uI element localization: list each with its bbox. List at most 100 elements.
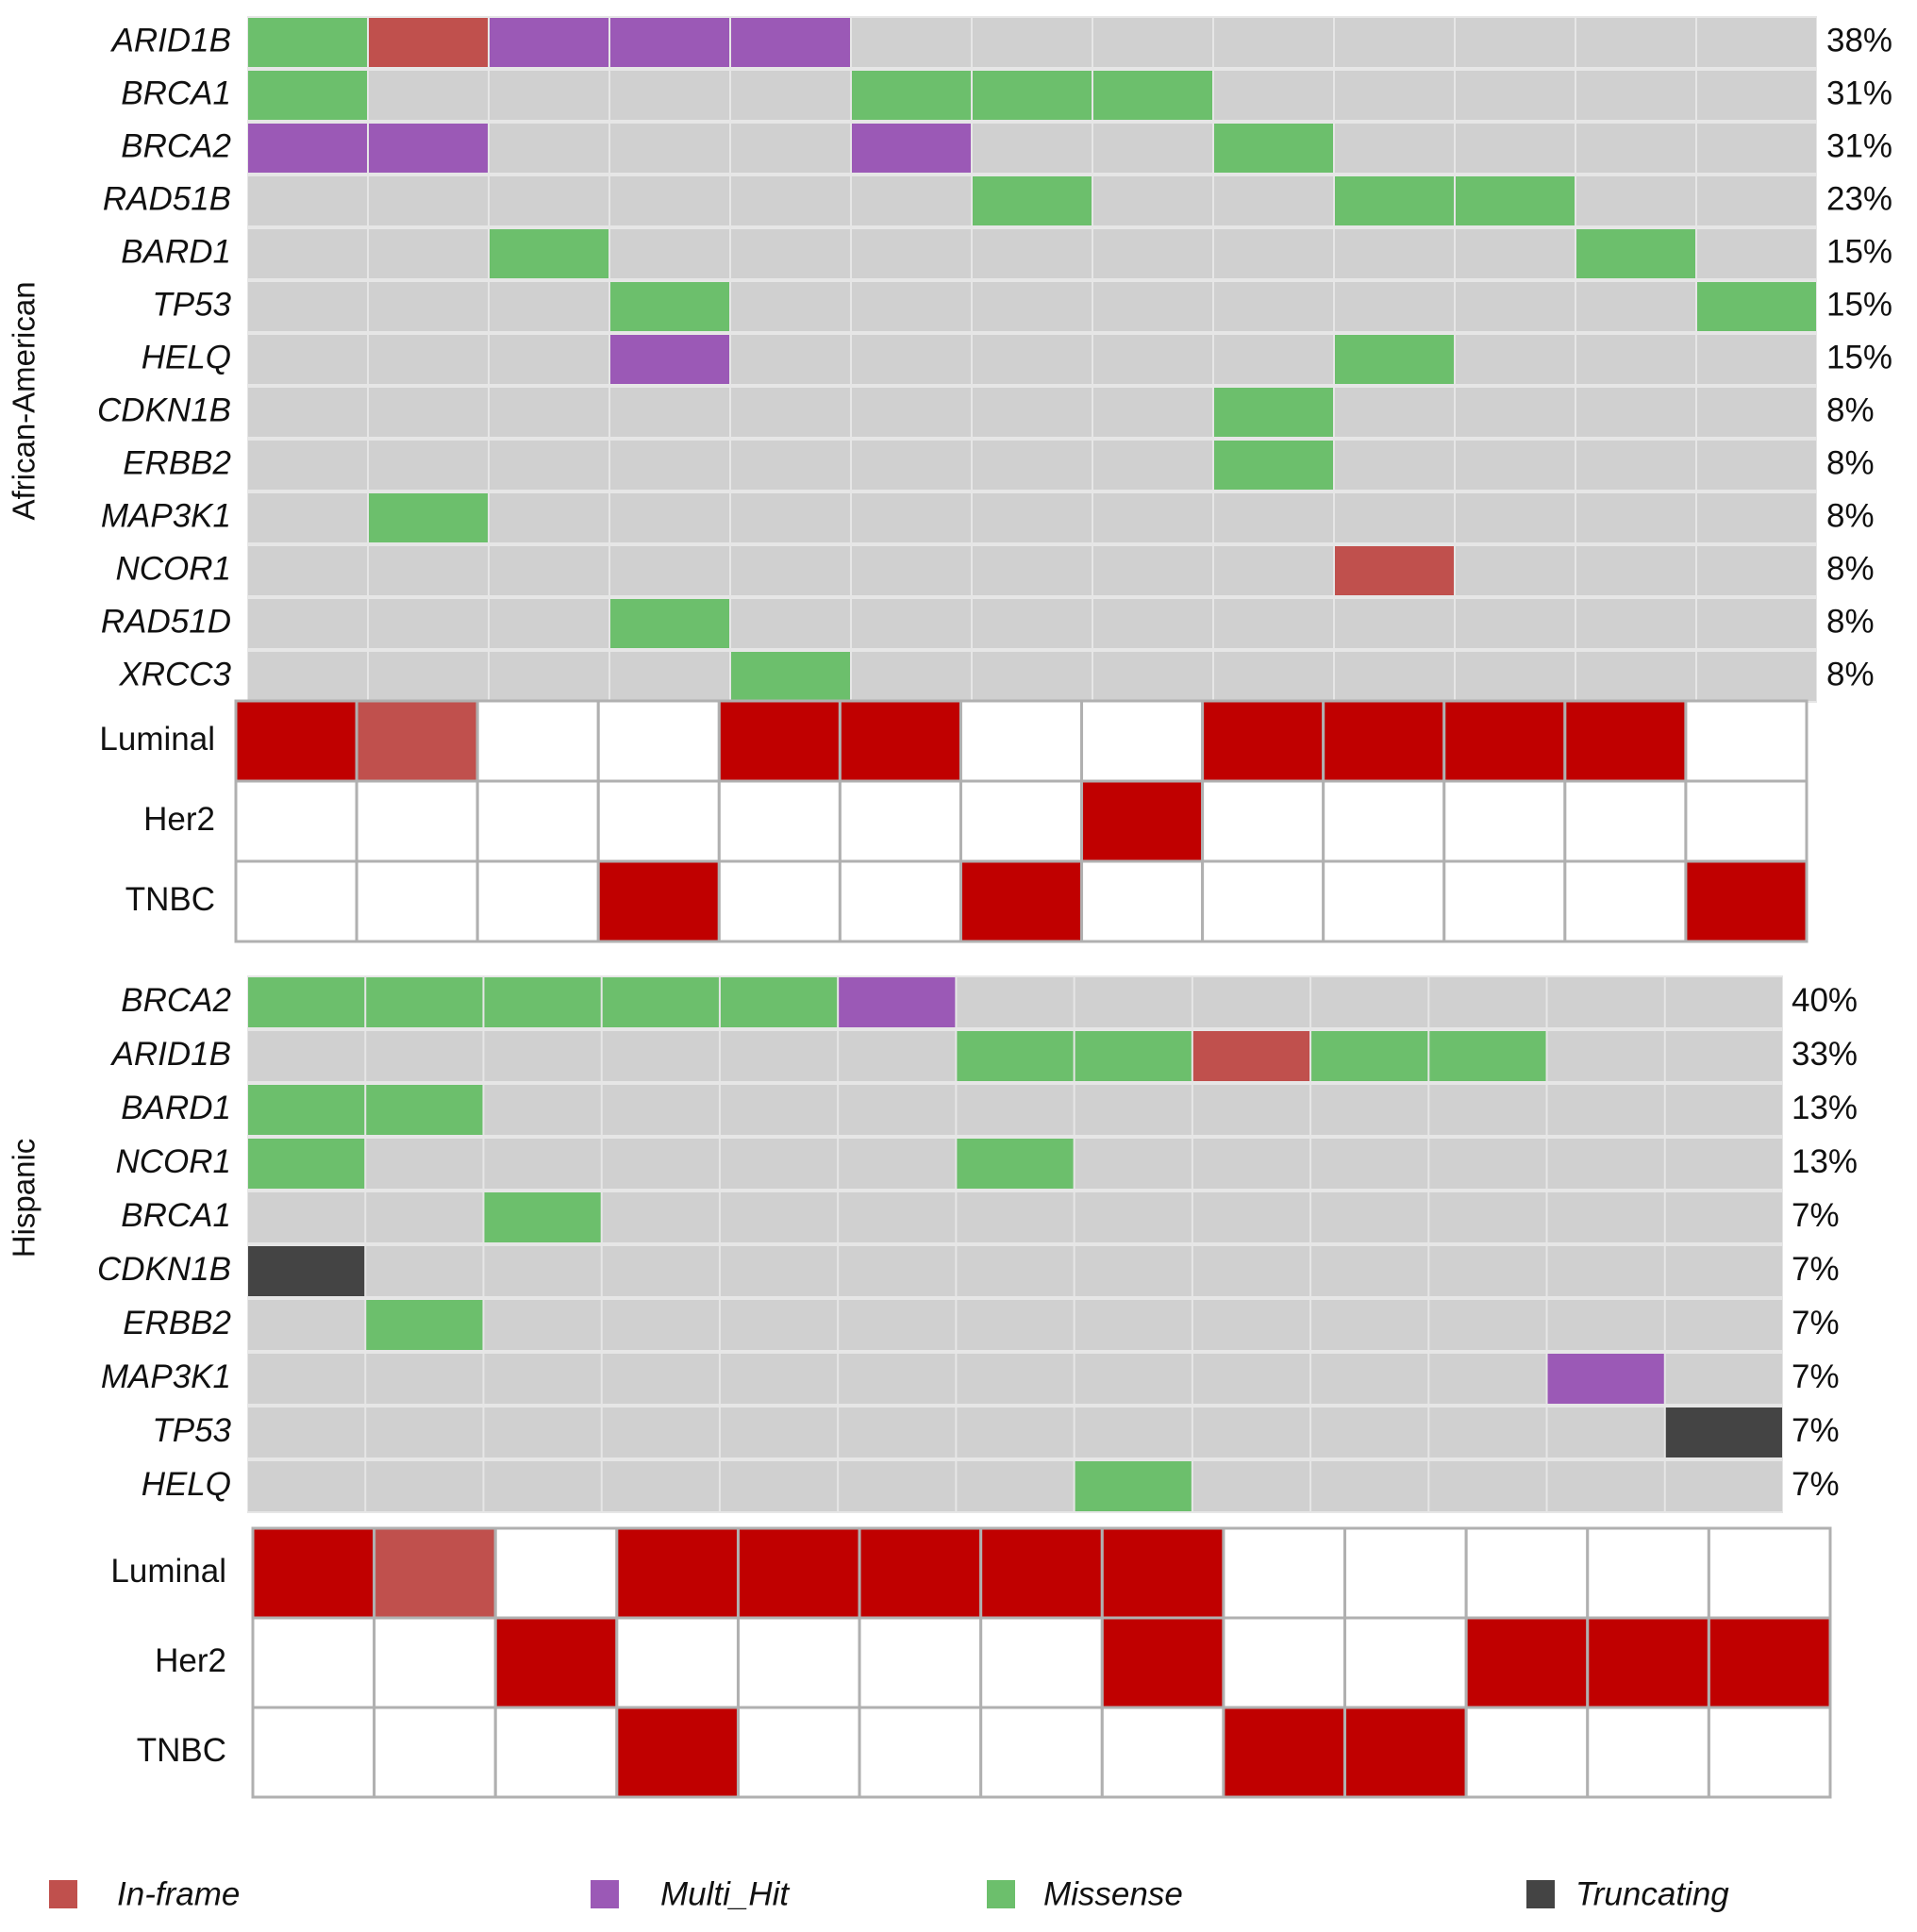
subtype-cell-filled <box>1464 1616 1590 1709</box>
percent-label: 15% <box>1826 339 1892 375</box>
empty-cell <box>852 546 971 595</box>
empty-cell <box>1456 652 1575 701</box>
subtype-cell-empty <box>717 859 842 943</box>
subtype-cell-filled <box>1684 859 1809 943</box>
empty-cell <box>602 1246 719 1296</box>
empty-cell <box>1093 599 1212 648</box>
empty-cell <box>720 1354 838 1404</box>
subtype-cell-empty <box>1563 859 1688 943</box>
percent-label: 8% <box>1826 656 1875 692</box>
gene-label: BRCA2 <box>121 982 231 1019</box>
subtype-cell-filled <box>979 1526 1104 1620</box>
empty-cell <box>1697 176 1816 225</box>
mutation-cell-missense <box>1214 388 1333 437</box>
empty-cell <box>1456 282 1575 331</box>
empty-cell <box>1576 652 1695 701</box>
legend-swatch <box>1526 1880 1555 1908</box>
empty-cell <box>973 335 1092 384</box>
mutation-cell-multi-hit <box>852 124 971 173</box>
empty-cell <box>1311 1407 1428 1457</box>
mutation-cell-missense <box>366 1300 483 1350</box>
percent-label: 31% <box>1826 75 1892 111</box>
legend-label: Multi_Hit <box>660 1875 790 1912</box>
empty-cell <box>839 1246 956 1296</box>
gene-label: RAD51B <box>103 180 231 217</box>
empty-cell <box>1075 1300 1192 1350</box>
empty-cell <box>490 282 608 331</box>
empty-cell <box>1192 1300 1310 1350</box>
empty-cell <box>1335 71 1454 120</box>
empty-cell <box>248 282 367 331</box>
subtype-cell-filled <box>1100 1526 1225 1620</box>
empty-cell <box>1456 229 1575 278</box>
empty-cell <box>1576 599 1695 648</box>
empty-cell <box>731 546 850 595</box>
empty-cell <box>1429 977 1546 1027</box>
mutation-cell-missense <box>1214 441 1333 490</box>
empty-cell <box>852 335 971 384</box>
subtype-label: TNBC <box>125 881 215 918</box>
empty-cell <box>1429 1085 1546 1135</box>
subtype-cell-filled <box>234 699 358 783</box>
gene-label: BRCA2 <box>121 127 231 164</box>
empty-cell <box>1576 493 1695 542</box>
empty-cell <box>1456 335 1575 384</box>
gene-label: TP53 <box>152 1412 231 1449</box>
empty-cell <box>1335 388 1454 437</box>
percent-label: 7% <box>1792 1305 1840 1341</box>
empty-cell <box>731 493 850 542</box>
empty-cell <box>1214 652 1333 701</box>
percent-label: 8% <box>1826 391 1875 428</box>
empty-cell <box>720 1192 838 1242</box>
mutation-cell-missense <box>957 1139 1074 1189</box>
empty-cell <box>1576 124 1695 173</box>
mutation-cell-in-frame <box>1335 546 1454 595</box>
empty-cell <box>1335 441 1454 490</box>
empty-cell <box>973 546 1092 595</box>
empty-cell <box>1311 1300 1428 1350</box>
empty-cell <box>973 282 1092 331</box>
empty-cell <box>1456 388 1575 437</box>
empty-cell <box>248 1354 365 1404</box>
subtype-cell-empty <box>1201 779 1325 863</box>
mutation-cell-truncating <box>248 1246 365 1296</box>
subtype-cell-filled <box>251 1526 376 1620</box>
empty-cell <box>1075 1246 1192 1296</box>
empty-cell <box>839 1031 956 1081</box>
mutation-cell-missense <box>1093 71 1212 120</box>
mutation-cell-missense <box>1576 229 1695 278</box>
subtype-label: Luminal <box>110 1553 226 1590</box>
subtype-cell-empty <box>1684 779 1809 863</box>
gene-label: HELQ <box>142 339 231 375</box>
empty-cell <box>839 1192 956 1242</box>
empty-cell <box>1697 229 1816 278</box>
empty-cell <box>1665 1461 1782 1511</box>
subtype-cell-empty <box>958 779 1084 863</box>
percent-label: 7% <box>1792 1197 1840 1234</box>
mutation-cell-truncating <box>1665 1407 1782 1457</box>
empty-cell <box>1093 18 1212 67</box>
mutation-cell-missense <box>1075 1461 1192 1511</box>
empty-cell <box>1547 1192 1664 1242</box>
mutation-cell-missense <box>610 282 729 331</box>
empty-cell <box>731 441 850 490</box>
empty-cell <box>1214 229 1333 278</box>
percent-label: 8% <box>1826 550 1875 587</box>
mutation-cell-missense <box>248 1085 365 1135</box>
percent-label: 7% <box>1792 1358 1840 1395</box>
subtype-cell-filled <box>1100 1616 1225 1709</box>
subtype-cell-empty <box>355 779 479 863</box>
empty-cell <box>731 71 850 120</box>
empty-cell <box>1075 1354 1192 1404</box>
empty-cell <box>1093 176 1212 225</box>
subtype-cell-filled <box>717 699 842 783</box>
subtype-cell-filled <box>1343 1706 1468 1799</box>
subtype-cell-empty <box>1707 1706 1832 1799</box>
empty-cell <box>1214 493 1333 542</box>
empty-cell <box>1697 652 1816 701</box>
mutation-cell-multi-hit <box>610 335 729 384</box>
subtype-cell-empty <box>251 1706 376 1799</box>
subtype-cell-filled <box>736 1526 861 1620</box>
empty-cell <box>1214 71 1333 120</box>
empty-cell <box>602 1192 719 1242</box>
